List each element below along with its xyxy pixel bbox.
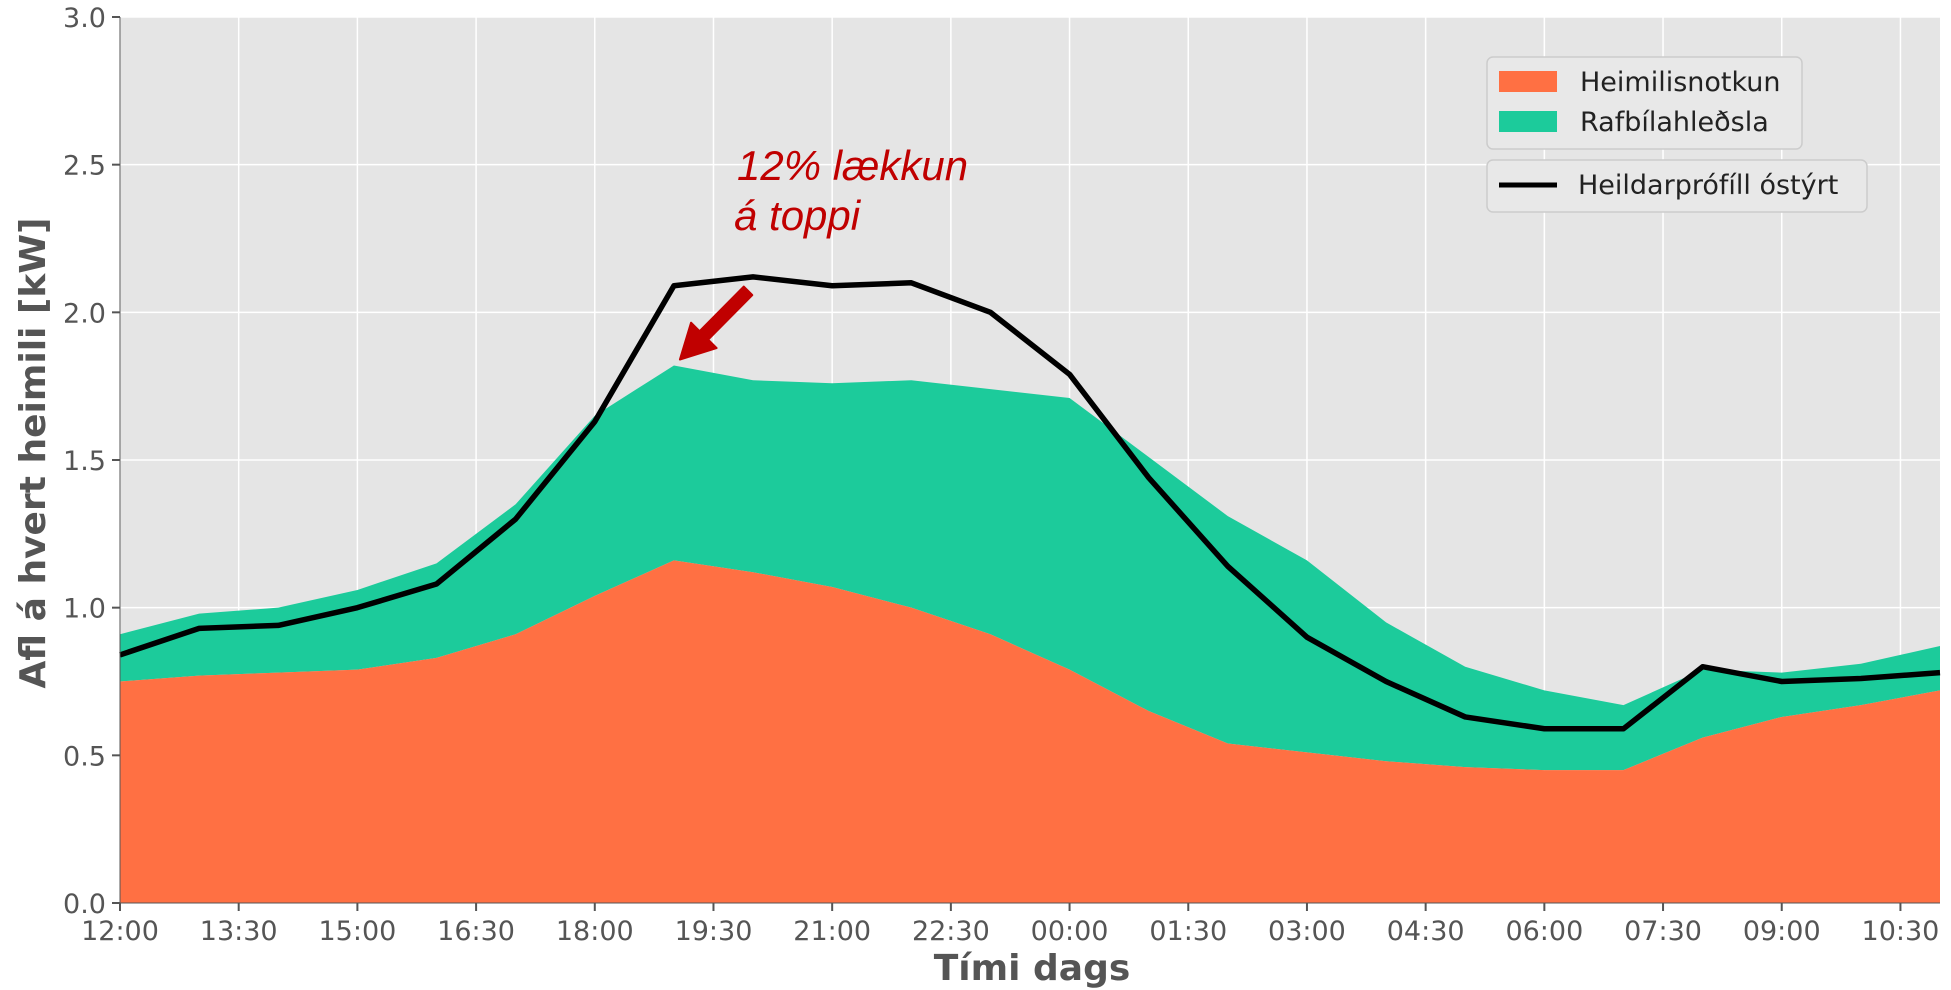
x-tick-label: 03:00 xyxy=(1268,916,1346,947)
x-tick-label: 01:30 xyxy=(1149,916,1227,947)
area-rafbilahledsla xyxy=(120,365,1940,771)
legend: Heimilisnotkun Rafbílahleðsla Heildarpró… xyxy=(1486,56,1868,213)
legend-label-heimilisnotkun: Heimilisnotkun xyxy=(1580,67,1781,98)
x-axis-title: Tími dags xyxy=(934,948,1131,989)
x-tick-label: 04:30 xyxy=(1387,916,1465,947)
x-tick-label: 09:00 xyxy=(1743,916,1821,947)
x-tick-label: 06:00 xyxy=(1505,916,1583,947)
x-tick-label: 10:30 xyxy=(1862,916,1940,947)
y-axis-title: Afl á hvert heimili [kW] xyxy=(13,218,54,689)
annotation-arrow xyxy=(678,285,754,361)
x-tick-label: 16:30 xyxy=(437,916,515,947)
area-heimilisnotkun xyxy=(120,560,1940,903)
x-tick-label: 00:00 xyxy=(1031,916,1109,947)
y-tick-label: 1.0 xyxy=(63,594,106,625)
legend-box-line xyxy=(1486,159,1868,213)
legend-label-heildarprofill: Heildarprófíll óstýrt xyxy=(1578,170,1838,201)
x-tick-label: 12:00 xyxy=(81,916,159,947)
y-tick-label: 2.0 xyxy=(63,298,106,329)
x-tick-label: 22:30 xyxy=(912,916,990,947)
total-profile-line xyxy=(119,274,1941,732)
peak-annotation: 12% lækkun á toppi xyxy=(678,142,968,361)
y-tick-label: 3.0 xyxy=(63,3,106,34)
legend-swatch-heimilisnotkun xyxy=(1499,71,1557,92)
annotation-line-1: 12% lækkun xyxy=(737,142,968,189)
x-tick-label: 13:30 xyxy=(200,916,278,947)
stacked-areas xyxy=(120,365,1940,903)
y-tick-label: 0.5 xyxy=(63,741,106,772)
y-tick-label: 2.5 xyxy=(63,151,106,182)
x-tick-label: 21:00 xyxy=(793,916,871,947)
y-tick-label: 1.5 xyxy=(63,446,106,477)
x-tick-label: 19:30 xyxy=(675,916,753,947)
line-heildarprofill xyxy=(119,274,1941,732)
x-tick-label: 07:30 xyxy=(1624,916,1702,947)
x-tick-label: 18:00 xyxy=(556,916,634,947)
annotation-line-2: á toppi xyxy=(734,192,862,239)
axes: 0.0 0.5 1.0 1.5 2.0 2.5 3.0 12:00 13:30 15:00 16:3… xyxy=(63,3,1940,947)
x-tick-label: 15:00 xyxy=(318,916,396,947)
legend-swatch-rafbilahledsla xyxy=(1499,111,1557,132)
y-tick-label: 0.0 xyxy=(63,889,106,920)
legend-label-rafbilahledsla: Rafbílahleðsla xyxy=(1580,107,1769,138)
legend-box-main xyxy=(1486,56,1803,150)
